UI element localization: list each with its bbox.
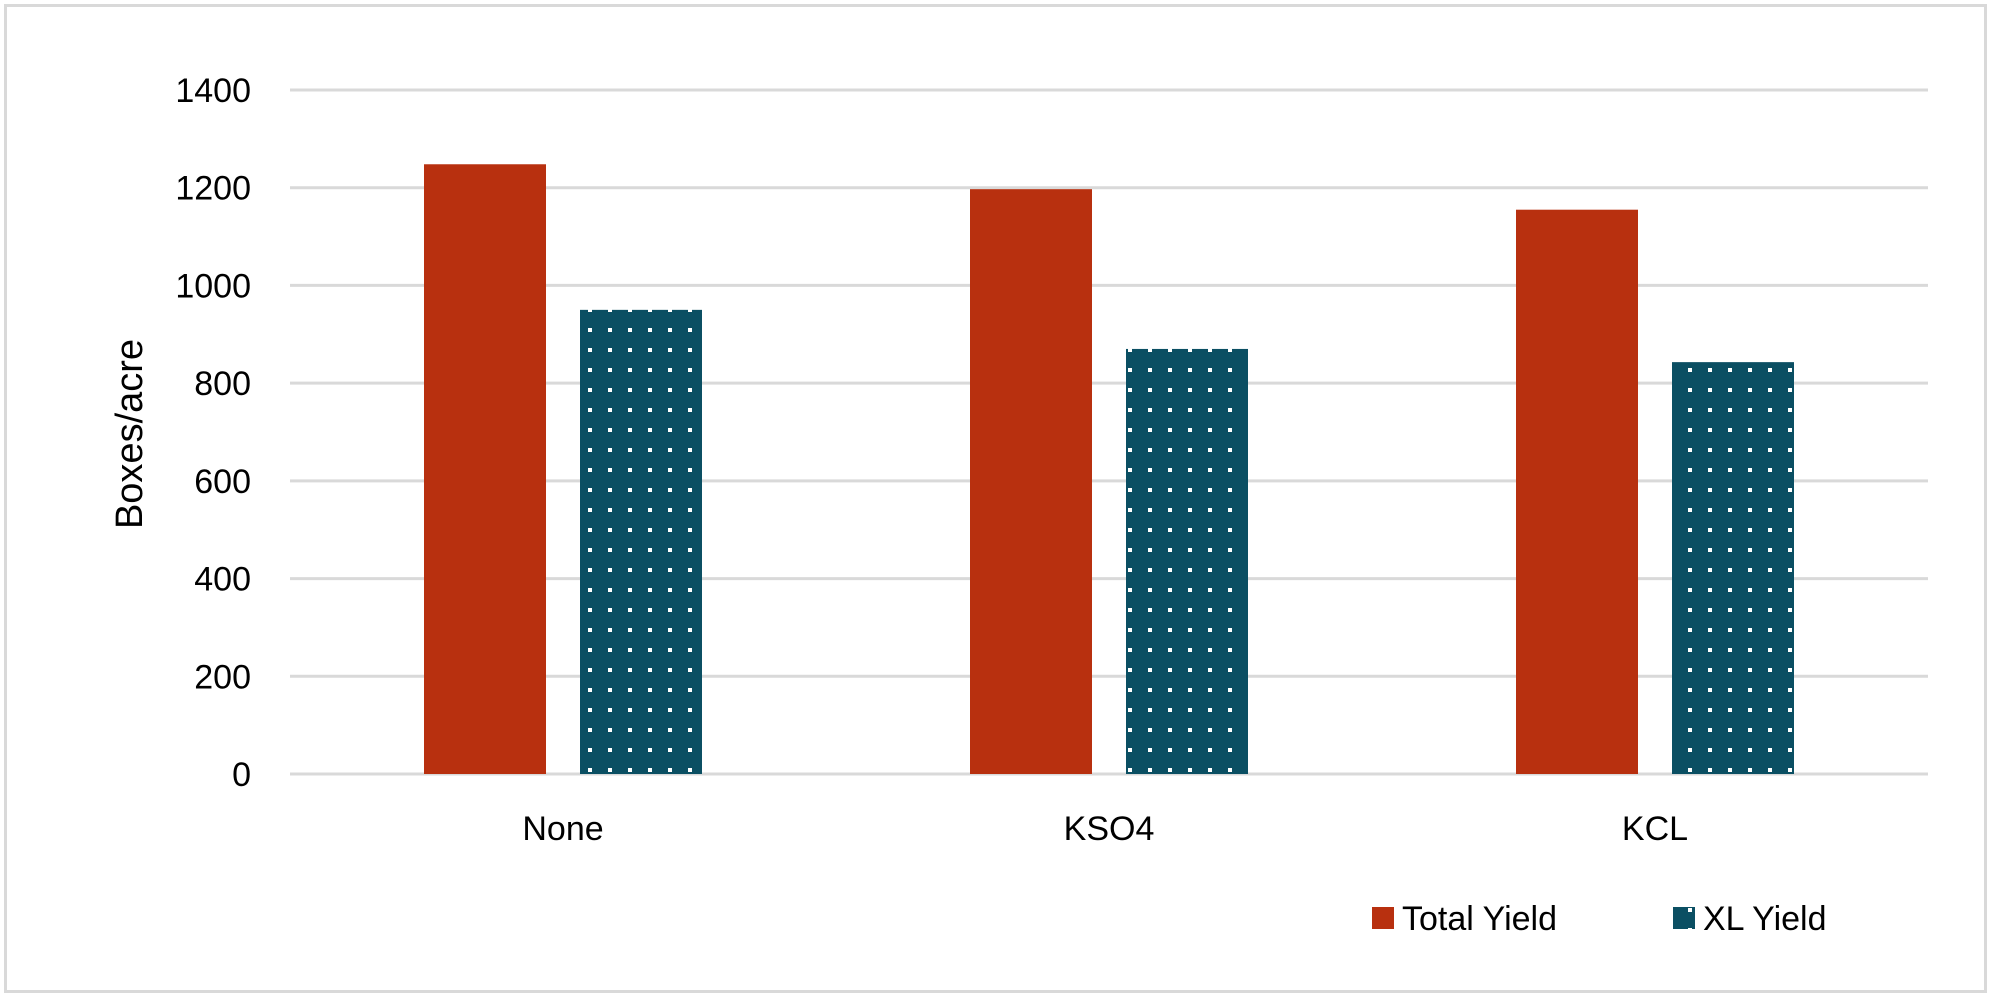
y-tick-label: 1400 xyxy=(175,72,251,110)
legend: Total Yield XL Yield xyxy=(1372,900,1827,938)
bar-total-yield-kcl xyxy=(1516,209,1638,774)
legend-label-xl-yield: XL Yield xyxy=(1703,900,1827,938)
y-tick-label: 800 xyxy=(194,365,251,403)
y-axis-ticks: 0 200 400 600 800 1000 1200 1400 xyxy=(175,72,251,794)
gridlines xyxy=(290,88,1928,776)
y-axis-title: Boxes/acre xyxy=(109,339,151,529)
y-tick-label: 400 xyxy=(194,561,251,599)
y-tick-label: 200 xyxy=(194,658,251,696)
bar-xl-yield-kso4 xyxy=(1126,348,1248,774)
bar-total-yield-kso4 xyxy=(970,189,1092,774)
y-tick-label: 600 xyxy=(194,463,251,501)
legend-label-total-yield: Total Yield xyxy=(1402,900,1557,938)
y-tick-label: 1200 xyxy=(175,170,251,208)
bar-total-yield-none xyxy=(424,164,546,774)
legend-swatch-xl-yield xyxy=(1673,907,1695,929)
bar-xl-yield-kcl xyxy=(1672,362,1794,774)
y-tick-label: 0 xyxy=(232,756,251,794)
bars xyxy=(424,164,1794,774)
legend-swatch-total-yield xyxy=(1372,907,1394,929)
x-axis-ticks: None KSO4 KCL xyxy=(522,810,1688,848)
y-tick-label: 1000 xyxy=(175,267,251,305)
bar-xl-yield-none xyxy=(580,309,702,774)
x-tick-label: None xyxy=(522,810,603,848)
x-tick-label: KSO4 xyxy=(1064,810,1155,848)
x-tick-label: KCL xyxy=(1622,810,1688,848)
